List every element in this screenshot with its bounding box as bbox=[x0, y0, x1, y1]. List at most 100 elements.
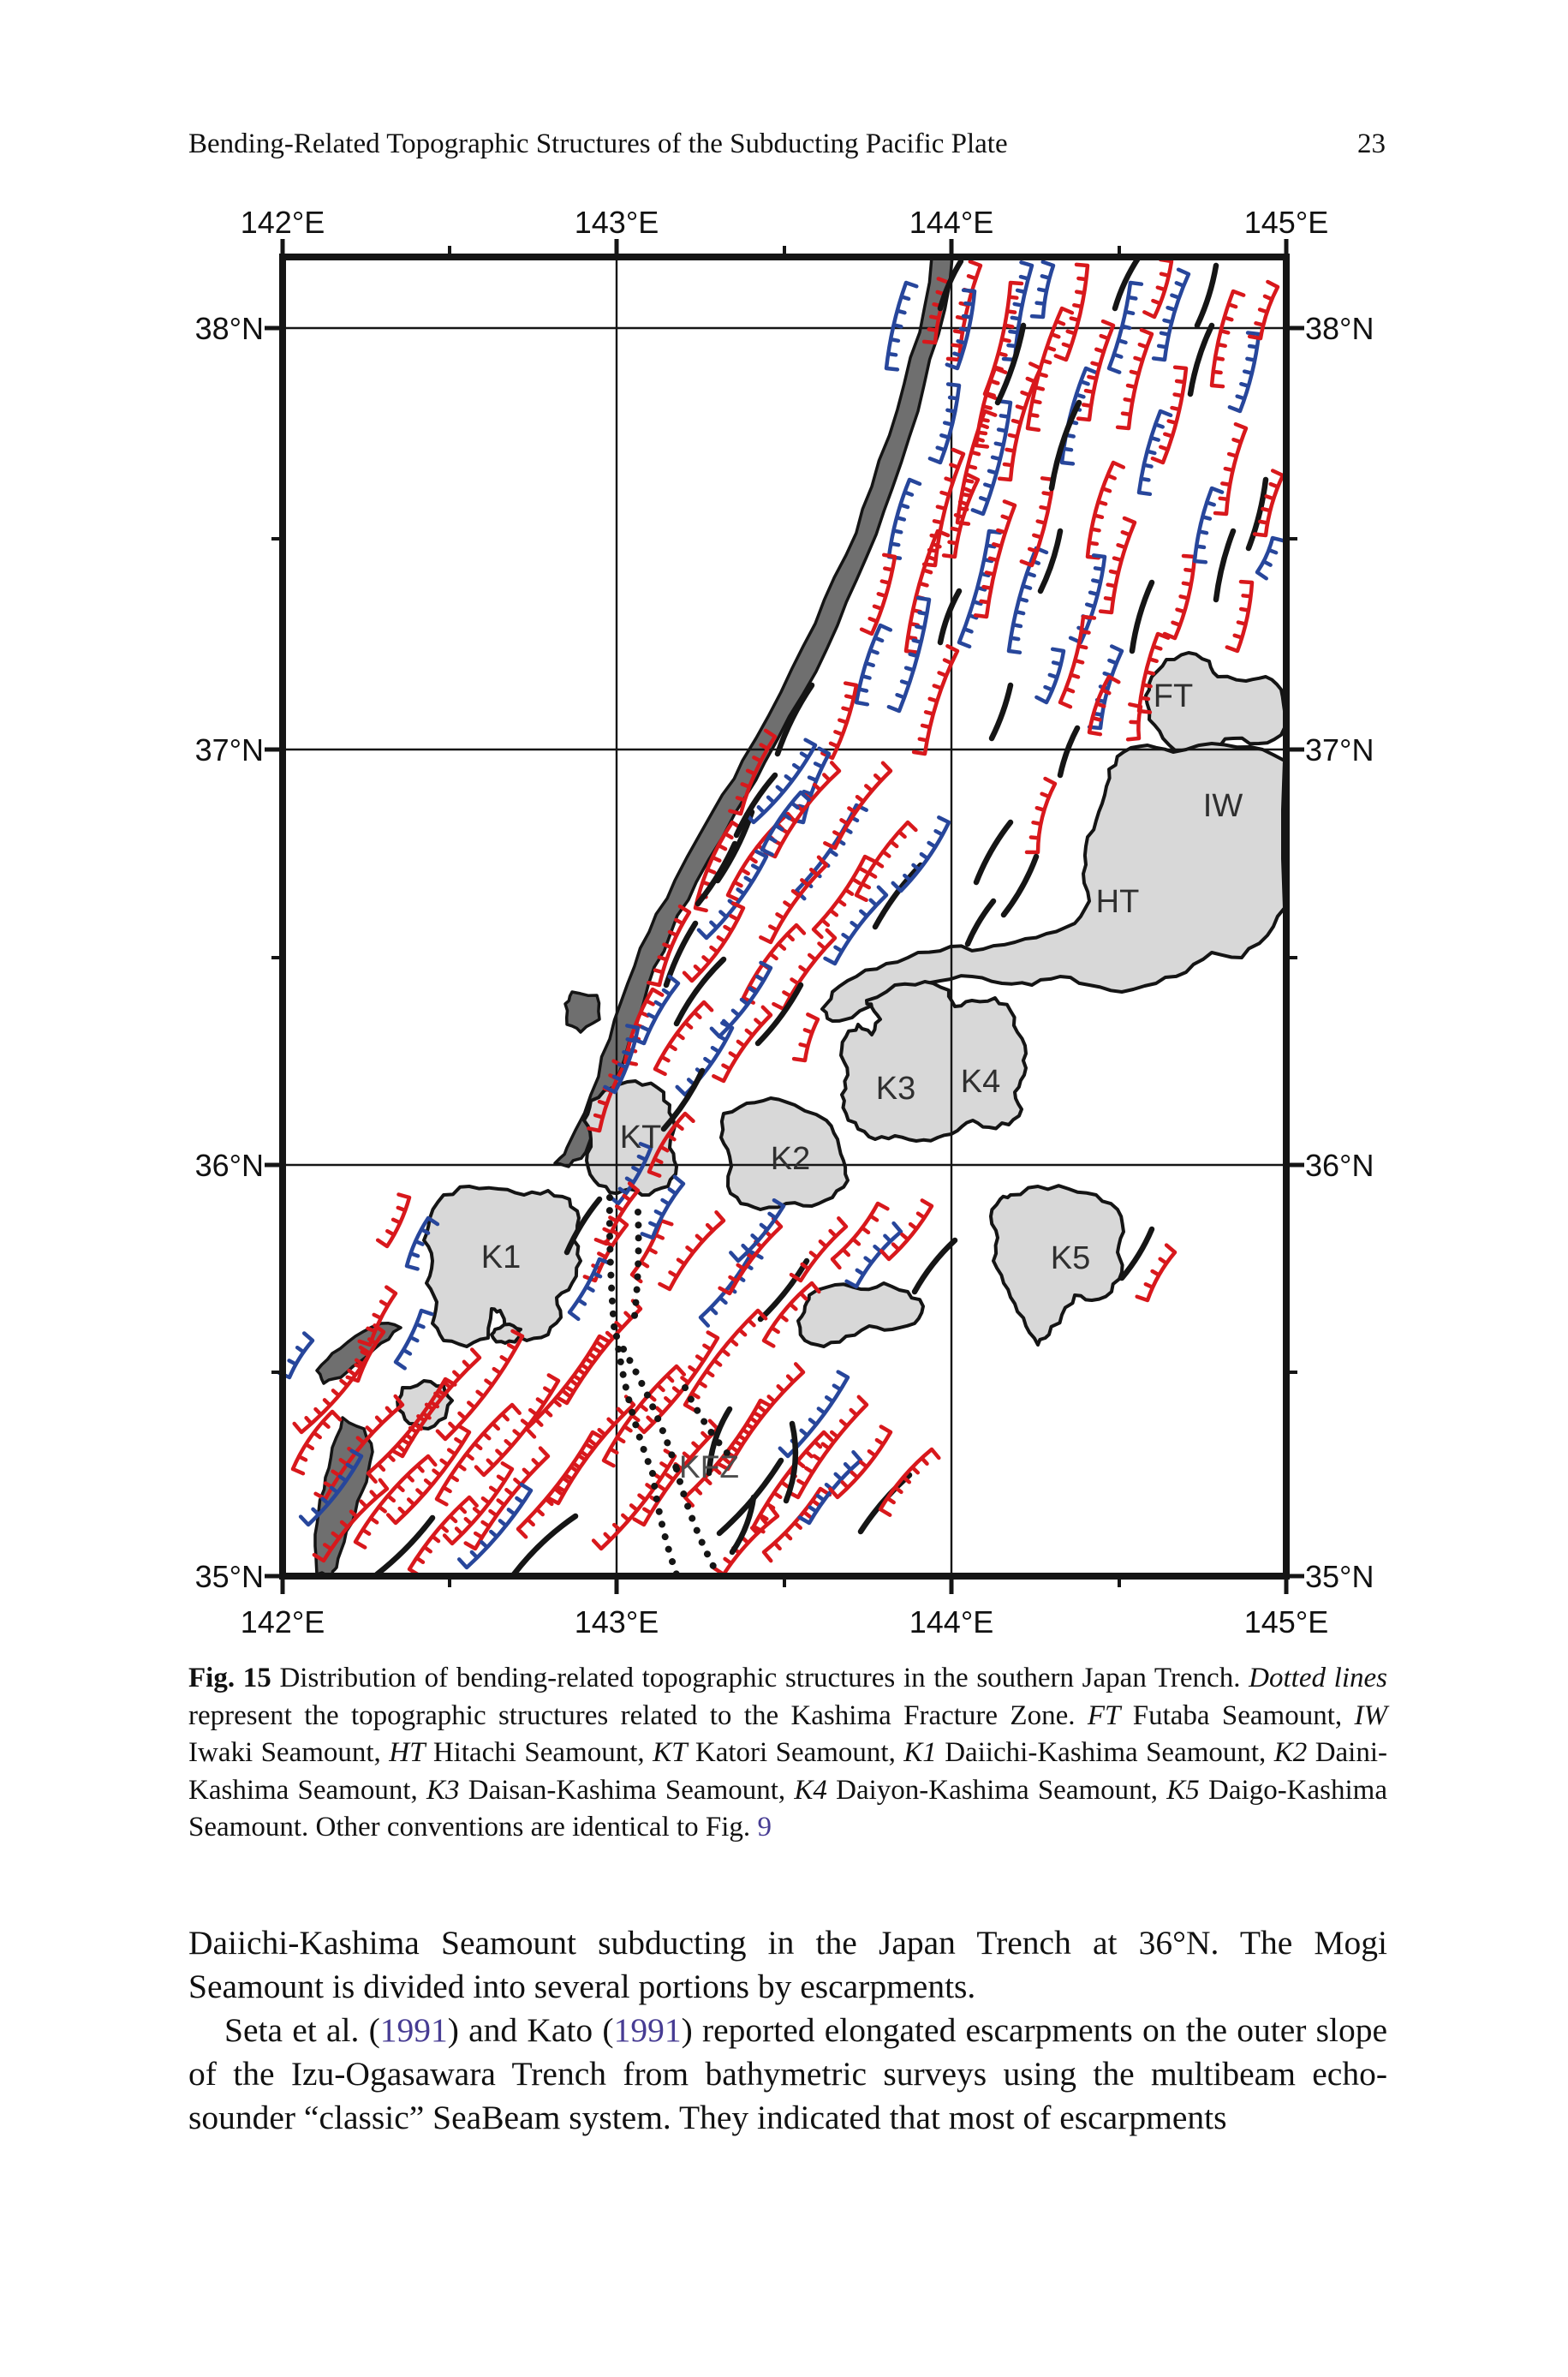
fault-line-r bbox=[653, 1000, 714, 1077]
fault-line-r bbox=[728, 728, 778, 816]
fault-line-k bbox=[1245, 476, 1269, 552]
text-run: K3 bbox=[426, 1774, 460, 1806]
fault-line-k bbox=[783, 1420, 799, 1504]
fault-line-d bbox=[630, 1209, 642, 1327]
fault-line-b bbox=[744, 738, 818, 825]
fault-line-r bbox=[1247, 279, 1280, 341]
fault-line-r bbox=[761, 1281, 821, 1348]
fault-line-k bbox=[1057, 725, 1081, 779]
seamount-small-1 bbox=[796, 1281, 925, 1348]
fault-line-r bbox=[712, 1005, 773, 1084]
seamount-IW-HT bbox=[820, 742, 1286, 1023]
axis-label-lon-top: 142°E bbox=[241, 205, 325, 240]
fault-line-r bbox=[442, 1461, 515, 1546]
text-run: IW bbox=[1354, 1699, 1387, 1731]
fault-line-r bbox=[1135, 1243, 1177, 1303]
fault-line-b bbox=[891, 815, 951, 893]
fault-line-k bbox=[988, 682, 1014, 742]
axis-label-lon-bottom: 143°E bbox=[575, 1604, 659, 1639]
fault-line-k bbox=[1037, 528, 1064, 594]
fault-line-k bbox=[1213, 528, 1237, 603]
fault-line-b bbox=[854, 623, 893, 707]
axis-label-lon-bottom: 142°E bbox=[241, 1604, 325, 1639]
fault-line-k bbox=[964, 898, 997, 947]
fault-line-r bbox=[407, 1495, 479, 1578]
fault-line-b bbox=[957, 529, 1003, 649]
fault-line-r bbox=[312, 1478, 390, 1563]
reference-link[interactable]: 1991 bbox=[379, 2011, 448, 2049]
fault-line-r bbox=[828, 1424, 893, 1500]
body-paragraph: Daiichi-Kashima Seamount subducting in t… bbox=[188, 1921, 1387, 2009]
fault-line-r bbox=[789, 1216, 849, 1283]
fault-line-k bbox=[994, 322, 1027, 406]
fault-line-r bbox=[1150, 365, 1189, 465]
fault-line-r bbox=[1213, 421, 1249, 517]
fault-line-k bbox=[754, 982, 804, 1047]
axis-label-lon-top: 143°E bbox=[575, 205, 659, 240]
text-run: Seta et al. ( bbox=[224, 2011, 380, 2049]
text-run: K5 bbox=[1166, 1774, 1200, 1806]
fault-line-b bbox=[631, 974, 681, 1046]
fault-line-r bbox=[1209, 289, 1246, 389]
text-run: Daiichi-Kashima Seamount subducting in t… bbox=[188, 1924, 1387, 2005]
fault-line-r bbox=[524, 1334, 611, 1439]
axis-label-lon-top: 145°E bbox=[1244, 205, 1328, 240]
fault-line-b bbox=[1029, 260, 1056, 320]
fault-line-r bbox=[854, 820, 918, 903]
fault-line-k bbox=[733, 772, 778, 839]
text-run: Daiyon-Kashima Seamount, bbox=[826, 1774, 1167, 1806]
fault-line-r bbox=[593, 1181, 641, 1246]
reference-link[interactable]: 9 bbox=[757, 1812, 772, 1842]
text-run: ) and Kato ( bbox=[447, 2011, 614, 2049]
fault-line-r bbox=[546, 1395, 636, 1506]
axis-label-lon-bottom: 145°E bbox=[1244, 1604, 1328, 1639]
fault-line-r bbox=[941, 473, 981, 559]
fault-line-b bbox=[298, 1448, 364, 1527]
fault-line-d bbox=[673, 1466, 721, 1578]
fault-line-r bbox=[385, 1424, 472, 1526]
fault-line-r bbox=[591, 1448, 677, 1551]
axis-label-lat-left: 38°N bbox=[195, 311, 264, 346]
fault-line-r bbox=[1162, 553, 1197, 641]
axis-labels: 142°E 142°E 143°E 143°E 144°E 144°E 145°E 145°E… bbox=[195, 205, 1374, 1639]
fault-line-r bbox=[1053, 262, 1090, 362]
fault-line-r bbox=[761, 1486, 832, 1563]
fault-line-r bbox=[647, 904, 692, 988]
map-label-KFZ: KFZ bbox=[679, 1449, 739, 1484]
fault-line-r bbox=[759, 855, 829, 945]
map-labels: FT IW HT KT K2 K3 K4 K1 K5 KFZ bbox=[481, 678, 1243, 1484]
fault-line-r bbox=[463, 1446, 551, 1551]
fault-line-r bbox=[292, 1345, 373, 1435]
fault-line-k bbox=[373, 1514, 436, 1578]
map-label-IW: IW bbox=[1203, 788, 1243, 824]
fault-line-b bbox=[1106, 280, 1144, 374]
text-run: Katori Seamount, bbox=[687, 1737, 904, 1768]
axis-label-lat-left: 36°N bbox=[195, 1148, 264, 1183]
fault-line-k bbox=[706, 1406, 733, 1477]
fault-line-k bbox=[1118, 1226, 1155, 1281]
running-title: Bending-Related Topographic Structures o… bbox=[188, 128, 1008, 159]
page-number: 23 bbox=[1357, 128, 1386, 159]
text-run: represent the topographic structures rel… bbox=[188, 1699, 1088, 1731]
axis-label-lat-right: 38°N bbox=[1305, 311, 1374, 346]
seamount-KT bbox=[582, 1079, 678, 1197]
fault-line-r bbox=[772, 928, 838, 1012]
fault-line-r bbox=[357, 1285, 398, 1347]
text-run: HT bbox=[389, 1737, 426, 1768]
fault-lines bbox=[277, 254, 1285, 1578]
map-label-K5: K5 bbox=[1051, 1240, 1090, 1276]
fault-line-d bbox=[605, 1194, 618, 1340]
fault-line-k bbox=[673, 956, 727, 1027]
fault-line-r bbox=[716, 1362, 806, 1472]
fault-line-r bbox=[1125, 702, 1143, 742]
fault-line-r bbox=[823, 761, 893, 851]
reference-link[interactable]: 1991 bbox=[613, 2011, 682, 2049]
axis-label-lat-left: 35°N bbox=[195, 1559, 264, 1594]
fault-line-r bbox=[712, 1505, 780, 1577]
axis-label-lat-right: 35°N bbox=[1305, 1559, 1374, 1594]
text-run: K1 bbox=[903, 1737, 937, 1768]
axis-label-lon-top: 144°E bbox=[909, 205, 993, 240]
fault-line-r bbox=[353, 1454, 438, 1550]
fault-line-r bbox=[634, 1330, 720, 1435]
